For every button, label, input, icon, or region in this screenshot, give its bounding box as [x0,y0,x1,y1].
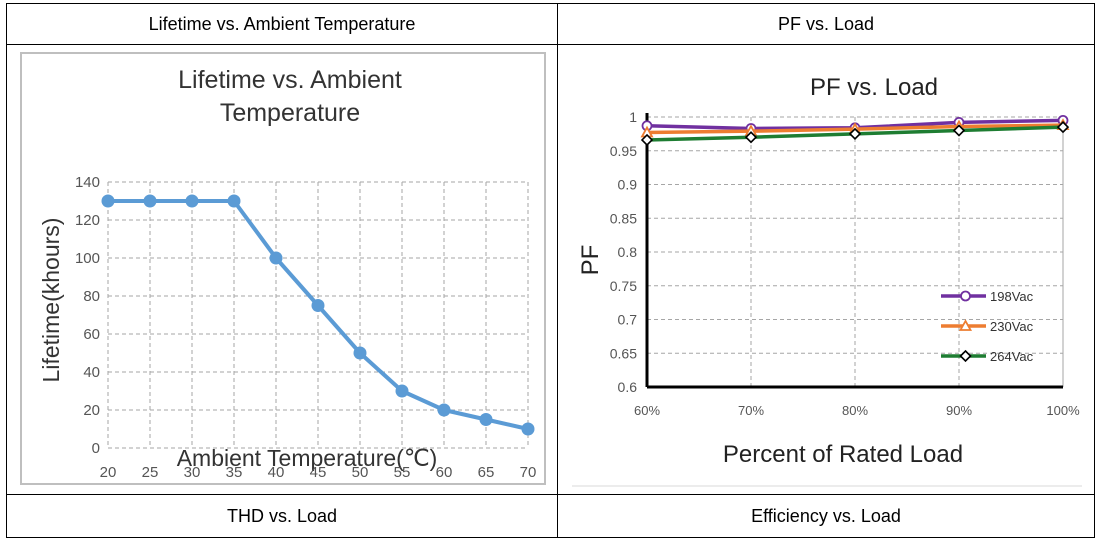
lifetime-data-point [269,251,283,265]
y-tick-label: 100 [75,250,100,267]
x-tick-label: 45 [310,464,327,481]
x-tick-label: 30 [184,464,201,481]
x-tick-label: 60% [634,403,660,418]
chart-title: PF vs. Load [810,74,938,101]
header-pf: PF vs. Load [557,3,1095,45]
y-tick-label: 0 [92,440,100,457]
lifetime-data-point [437,403,451,417]
footer-thd: THD vs. Load [6,494,558,538]
y-tick-label: 0.65 [610,345,637,361]
charts-table: Lifetime vs. Ambient Temperature PF vs. … [6,3,1095,538]
lifetime-chart: Lifetime vs. Ambient Temperature Lifetim… [20,52,546,485]
chart-title-line1: Lifetime vs. Ambient [178,66,402,94]
footer-thd-text: THD vs. Load [226,505,338,526]
legend-marker-230Vac [958,319,973,331]
x-axis-label: Ambient Temperature(℃) [177,445,438,471]
footer-efficiency: Efficiency vs. Load [557,494,1095,538]
legend: 198Vac 230Vac 264Vac [941,289,1034,364]
y-tick-label: 80 [83,288,100,305]
y-tick-label: 0.9 [618,177,638,193]
y-tick-label: 0.8 [618,244,638,260]
y-tick-label: 40 [83,364,100,381]
cell-lifetime-chart: Lifetime vs. Ambient Temperature Lifetim… [6,44,558,495]
y-axis-label: PF [577,245,604,276]
y-tick-label: 140 [75,174,100,191]
lifetime-data-point [353,346,367,360]
y-tick-label: 0.75 [610,278,637,294]
x-tick-label: 35 [226,464,243,481]
y-tick-label: 0.7 [618,312,638,328]
x-tick-label: 80% [842,403,868,418]
x-tick-label: 25 [142,464,159,481]
lifetime-data-point [227,194,241,208]
y-tick-label: 0.6 [618,379,638,395]
x-tick-label: 50 [352,464,369,481]
header-lifetime-text: Lifetime vs. Ambient Temperature [148,13,416,34]
x-tick-label: 70 [520,464,537,481]
legend-marker-264Vac [959,349,972,363]
footer-efficiency-text: Efficiency vs. Load [751,505,901,526]
header-pf-text: PF vs. Load [777,13,875,34]
x-tick-label: 40 [268,464,285,481]
y-tick-label: 60 [83,326,100,343]
x-tick-label: 90% [946,403,972,418]
data-point-264Vac [952,124,966,137]
data-point-264Vac [744,131,758,144]
chart-title-line2: Temperature [220,99,360,127]
header-lifetime: Lifetime vs. Ambient Temperature [6,3,558,45]
cell-pf-chart: PF vs. Load PF Percent of Rated Load 60%… [557,44,1095,495]
x-tick-label: 100% [1046,403,1080,418]
x-tick-label: 70% [738,403,764,418]
lifetime-data-point [143,194,157,208]
lifetime-data-point [521,422,535,436]
x-tick-label: 20 [100,464,117,481]
x-tick-label: 60 [436,464,453,481]
data-point-264Vac [848,127,862,141]
x-axis-label: Percent of Rated Load [723,441,963,468]
y-tick-label: 120 [75,212,100,229]
x-tick-label: 55 [394,464,411,481]
legend-label-230Vac: 230Vac [990,319,1034,334]
data-point-264Vac [640,133,654,147]
lifetime-data-point [311,299,325,312]
y-tick-label: 1 [629,109,637,125]
lifetime-data-point [101,194,115,208]
x-tick-label: 65 [478,464,495,481]
legend-label-264Vac: 264Vac [990,349,1034,364]
lifetime-data-point [185,194,199,208]
y-tick-label: 0.95 [610,143,637,159]
y-tick-label: 0.85 [610,210,637,226]
lifetime-data-point [479,413,493,426]
legend-label-198Vac: 198Vac [990,289,1034,304]
legend-marker-198Vac [960,290,971,302]
y-axis-label: Lifetime(khours) [38,218,64,383]
lifetime-data-point [395,384,409,398]
y-tick-label: 20 [83,402,100,419]
pf-chart: PF vs. Load PF Percent of Rated Load 60%… [572,74,1082,487]
data-point-264Vac [1056,120,1070,134]
